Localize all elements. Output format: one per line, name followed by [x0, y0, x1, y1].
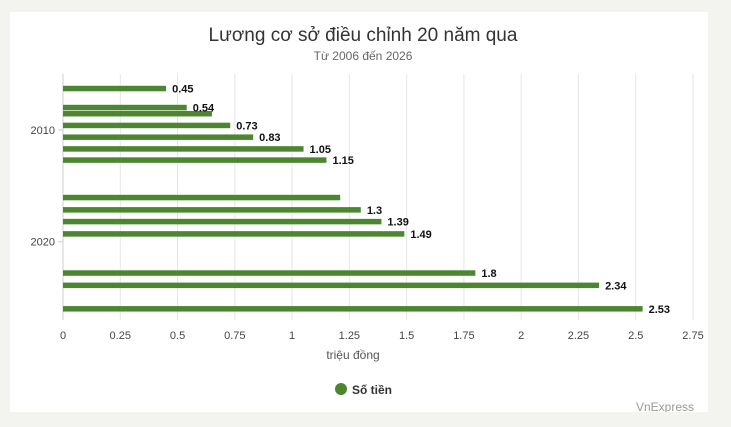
data-label: 0.83 — [259, 132, 280, 144]
bar[interactable] — [63, 157, 327, 163]
bar-chart: Lương cơ sở điều chỉnh 20 năm qua Từ 200… — [31, 25, 704, 412]
x-tick-label: 2.5 — [628, 330, 643, 342]
bar[interactable] — [63, 282, 600, 289]
bar[interactable] — [63, 194, 341, 201]
x-axis-ticks: 0 0.25 0.5 0.75 1 1.25 1.5 1.75 2 2.25 2.5 2.75 — [60, 330, 704, 342]
y-tick-label: 2010 — [31, 125, 55, 137]
data-label: 1.3 — [367, 205, 382, 217]
data-label: 1.05 — [310, 144, 331, 156]
bar[interactable] — [63, 218, 382, 225]
x-tick-label: 1 — [289, 330, 295, 342]
x-tick-label: 0 — [60, 330, 66, 342]
bar[interactable] — [63, 122, 231, 129]
bar[interactable] — [63, 104, 187, 111]
source-credit: VnExpress — [636, 400, 694, 412]
legend-label: Số tiền — [352, 383, 392, 397]
x-tick-label: 0.25 — [110, 330, 131, 342]
bar[interactable] — [63, 231, 405, 237]
x-tick-label: 1.75 — [453, 330, 474, 342]
data-label: 2.34 — [605, 280, 627, 292]
bars — [63, 85, 643, 312]
chart-card: Lương cơ sở điều chỉnh 20 năm qua Từ 200… — [10, 12, 708, 412]
bar[interactable] — [63, 270, 476, 276]
data-label: 1.49 — [410, 229, 431, 241]
chart-subtitle: Từ 2006 đến 2026 — [314, 49, 413, 63]
x-tick-label: 1.5 — [399, 330, 414, 342]
x-tick-label: 1.25 — [339, 330, 360, 342]
bar[interactable] — [63, 85, 167, 92]
chart-title: Lương cơ sở điều chỉnh 20 năm qua — [209, 25, 518, 46]
x-tick-label: 2.75 — [682, 330, 703, 342]
x-tick-label: 0.5 — [170, 330, 185, 342]
data-label: 0.45 — [172, 84, 193, 96]
data-label: 0.73 — [236, 120, 257, 132]
legend-swatch — [335, 383, 347, 395]
data-label: 1.15 — [332, 155, 353, 167]
data-label: 0.54 — [193, 103, 215, 115]
bar[interactable] — [63, 207, 361, 213]
data-label: 1.39 — [387, 217, 408, 229]
data-label: 1.8 — [481, 268, 496, 280]
y-axis-ticks: 2010 2020 — [31, 125, 63, 249]
bar[interactable] — [63, 134, 254, 140]
x-tick-label: 2 — [518, 330, 524, 342]
y-tick-label: 2020 — [31, 237, 55, 249]
x-tick-label: 2.25 — [568, 330, 589, 342]
legend[interactable]: Số tiền — [335, 383, 392, 397]
x-axis-title: triệu đồng — [326, 348, 379, 362]
x-tick-label: 0.75 — [224, 330, 245, 342]
data-label: 2.53 — [649, 304, 670, 316]
bar[interactable] — [63, 146, 304, 152]
bar[interactable] — [63, 110, 212, 117]
bar[interactable] — [63, 306, 643, 312]
data-labels: 0.450.54 0.730.83 1.051.15 1.3 1.391.49 1.8 2.… — [172, 84, 670, 316]
